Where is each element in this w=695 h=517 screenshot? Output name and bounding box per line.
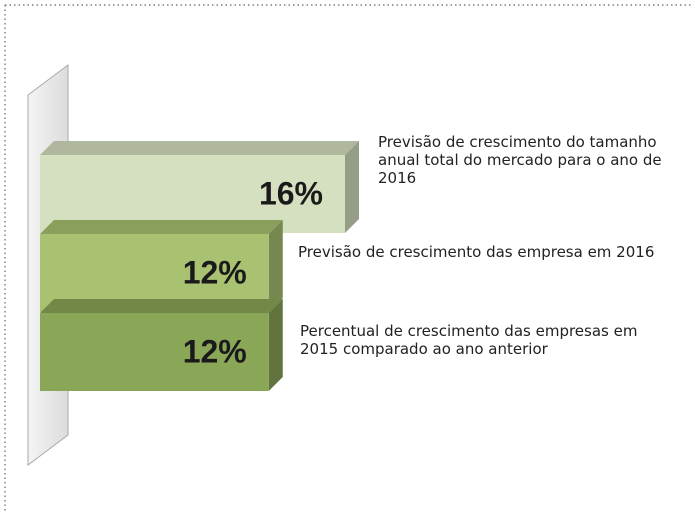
category-label: Previsão de crescimento do tamanho anual…: [378, 133, 662, 187]
bar-top: [40, 141, 359, 155]
dotted-border: [4, 4, 692, 512]
bar-top: [40, 299, 283, 313]
bar-side: [345, 141, 359, 233]
category-label: Percentual de crescimento das empresas e…: [300, 322, 638, 358]
bar-side: [268, 299, 283, 391]
value-label: 12%: [183, 333, 247, 369]
category-label: Previsão de crescimento das empresa em 2…: [298, 243, 655, 261]
value-label: 12%: [183, 254, 247, 290]
bar: [40, 313, 269, 391]
value-label: 16%: [259, 175, 323, 211]
bar-top: [40, 220, 283, 234]
bar-side: [268, 220, 283, 312]
